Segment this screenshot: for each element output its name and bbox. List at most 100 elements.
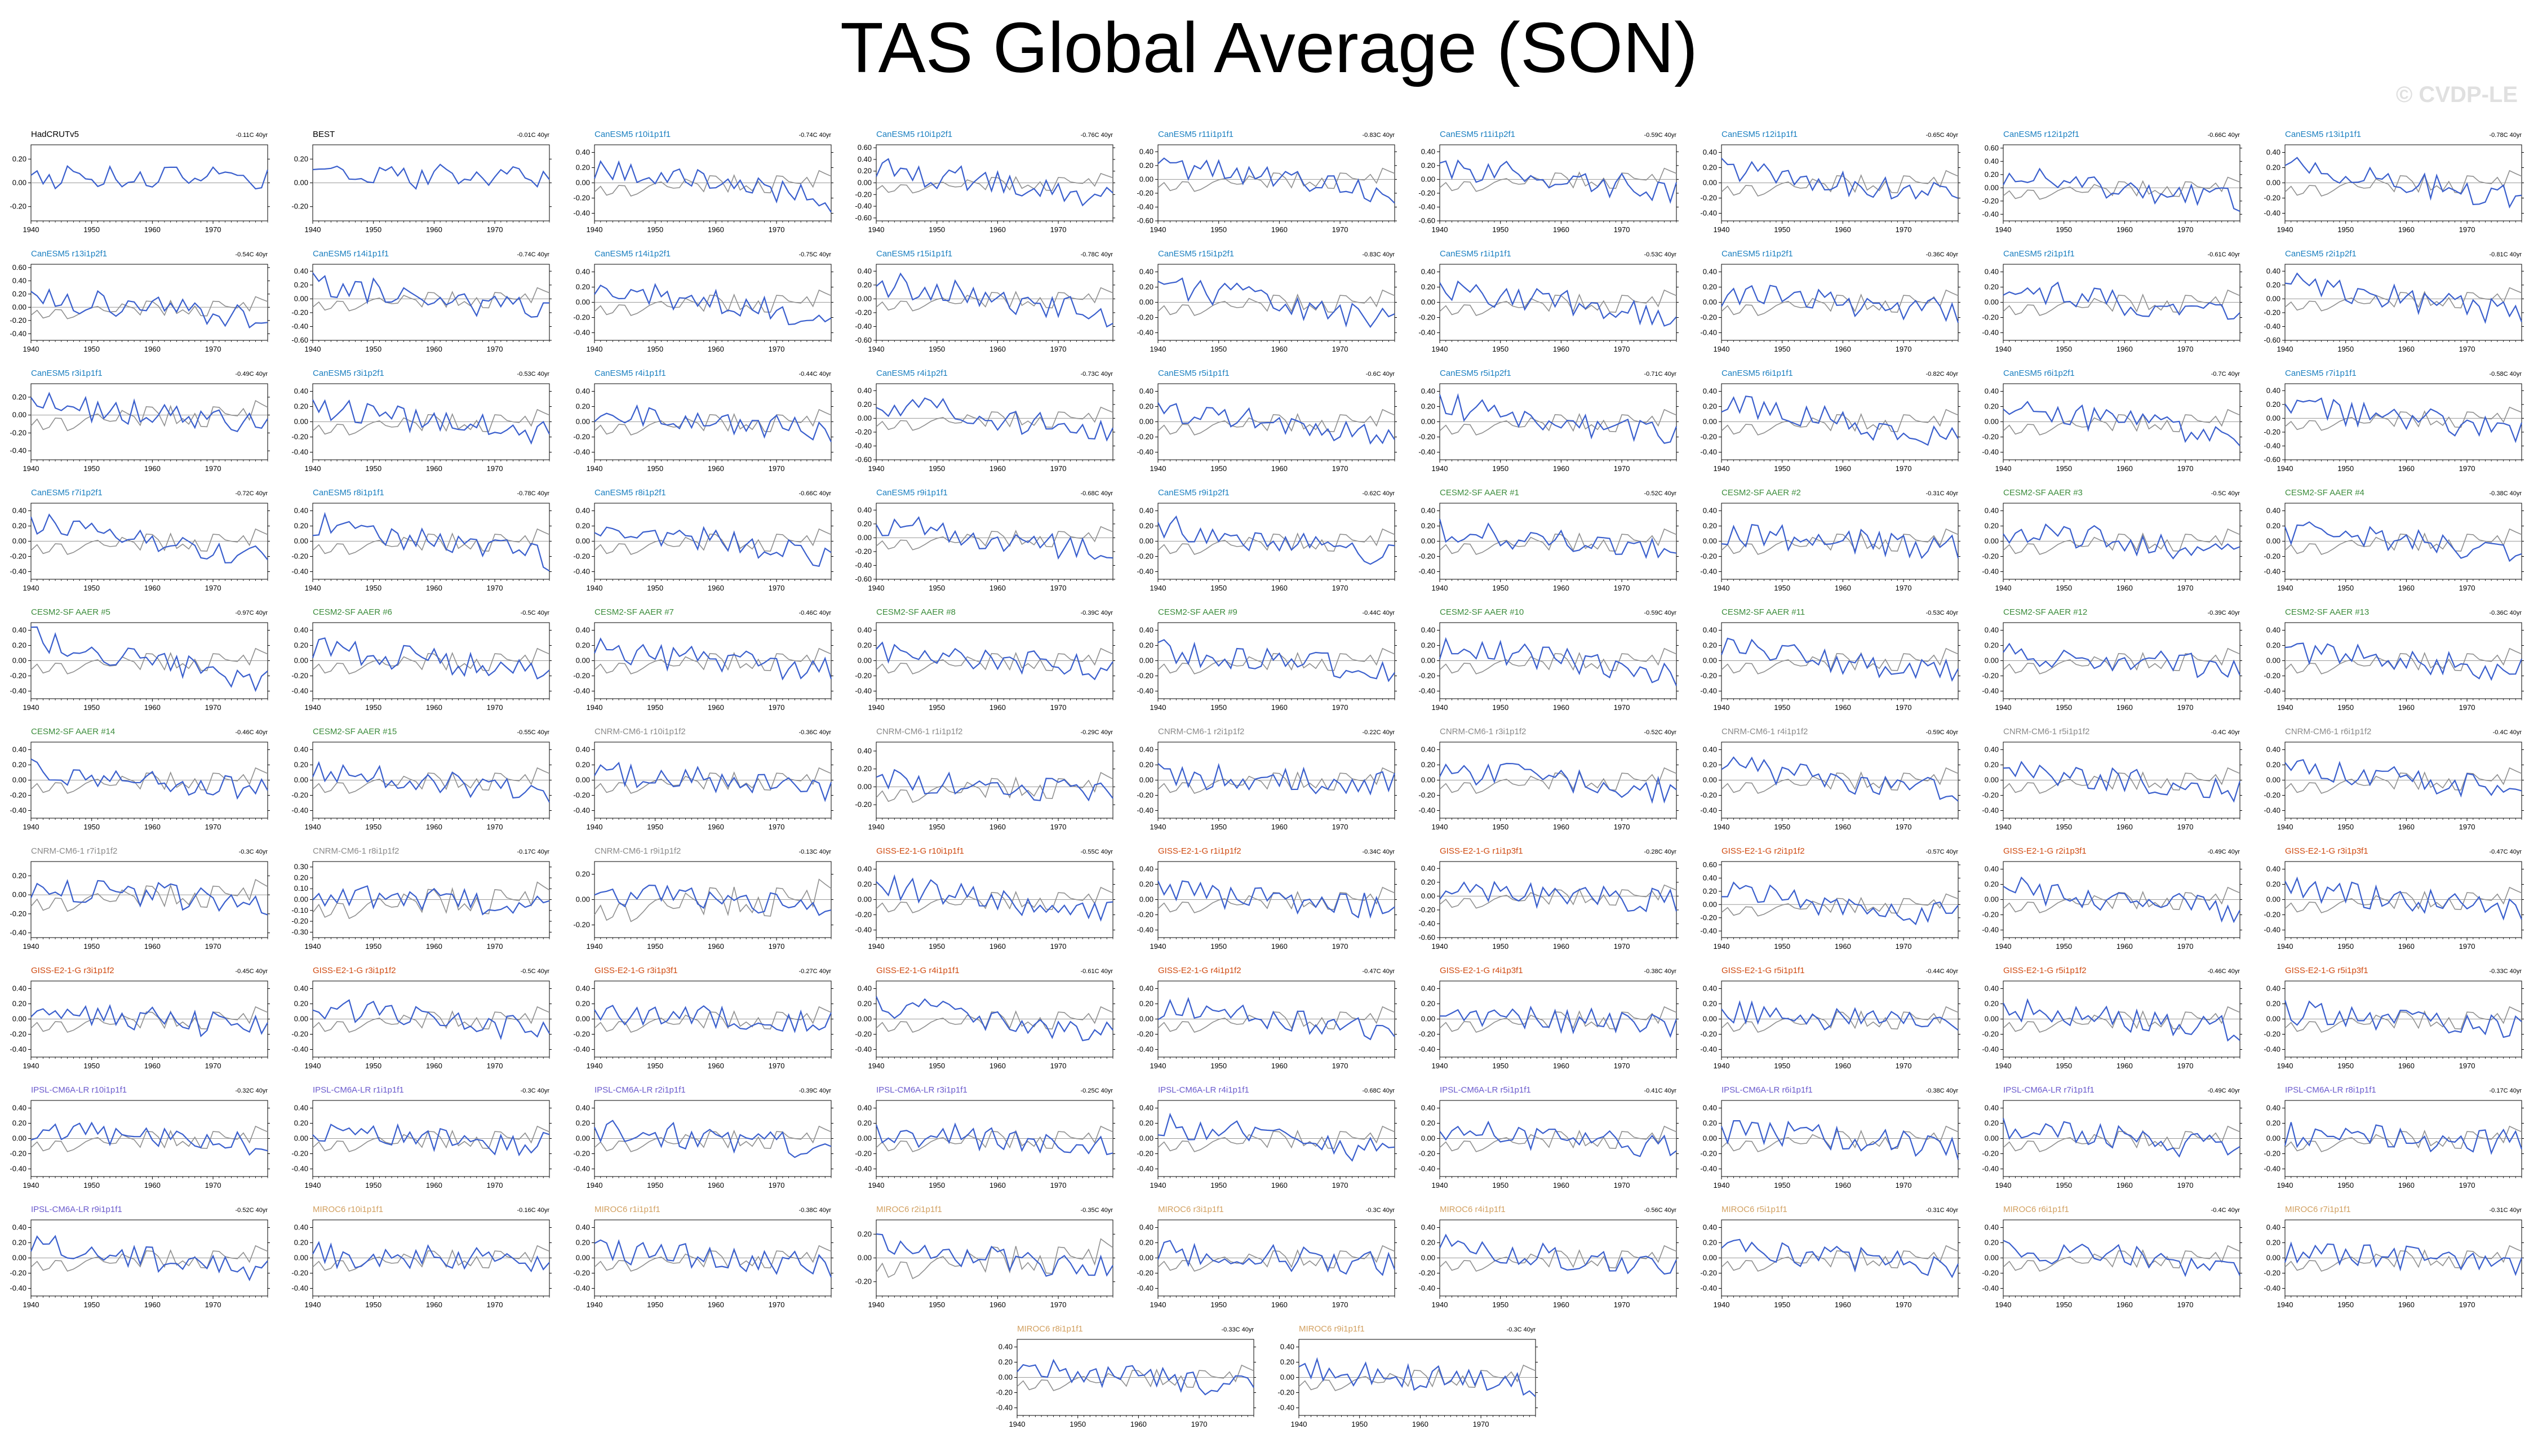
panel-trend: -0.83C 40yr <box>1363 251 1395 258</box>
y-tick-label: 0.20 <box>12 154 26 163</box>
panel: CESM2-SF AAER #13 -0.36C 40yr 0.40 0.20 0.00… <box>2254 598 2524 712</box>
panel: CanESM5 r12i1p1f1 -0.65C 40yr 0.40 0.20 0.00… <box>1690 120 1960 234</box>
y-tick-label: 0.40 <box>576 268 590 276</box>
y-tick-label: -0.40 <box>573 687 590 695</box>
panel-title: CanESM5 r4i1p1f1 <box>594 369 666 378</box>
series-line <box>1439 280 1677 327</box>
x-tick-label: 1960 <box>426 703 442 712</box>
y-tick-label: 0.40 <box>2266 267 2280 275</box>
x-tick-label: 1970 <box>769 942 785 951</box>
y-tick-label: 0.00 <box>294 179 308 187</box>
y-tick-label: 0.20 <box>1421 402 1435 411</box>
y-tick-label: -0.40 <box>1418 567 1435 576</box>
panel: CanESM5 r3i1p2f1 -0.53C 40yr 0.40 0.20 0.00 -… <box>282 359 552 473</box>
panel-trend: -0.66C 40yr <box>799 490 832 497</box>
panel: CanESM5 r7i1p2f1 -0.72C 40yr 0.40 0.20 0.00 -… <box>0 478 270 592</box>
y-tick-label: 0.40 <box>2266 626 2280 634</box>
panel-trend: -0.39C 40yr <box>1081 610 1113 616</box>
y-tick-label: 0.20 <box>2266 522 2280 530</box>
y-tick-label: 0.40 <box>576 984 590 993</box>
y-tick-label: 0.00 <box>12 776 26 784</box>
obs-series-line <box>1439 647 1677 674</box>
y-tick-label: 0.00 <box>2266 656 2280 665</box>
x-tick-label: 1960 <box>1835 584 1851 592</box>
y-tick-label: 0.40 <box>576 745 590 754</box>
series-line <box>875 996 1113 1041</box>
x-tick-label: 1970 <box>2459 464 2475 473</box>
series-line <box>30 288 268 329</box>
y-tick-label: 0.20 <box>576 1119 590 1127</box>
y-tick-label: -0.20 <box>2264 1030 2280 1038</box>
x-tick-label: 1950 <box>929 464 945 473</box>
x-tick-label: 1940 <box>868 345 885 353</box>
plot-frame <box>30 861 268 938</box>
panel-chart: CESM2-SF AAER #5 -0.97C 40yr 0.40 0.20 0.00 -… <box>10 607 270 712</box>
y-tick-label: 0.40 <box>1703 745 1717 754</box>
series-line <box>1439 159 1678 204</box>
y-tick-label: 0.20 <box>858 765 872 773</box>
x-tick-label: 1960 <box>1835 703 1851 712</box>
panel-trend: -0.53C 40yr <box>1644 251 1677 258</box>
y-tick-label: 0.20 <box>2266 400 2280 409</box>
y-tick-label: 0.40 <box>2266 507 2280 515</box>
panel-chart: CESM2-SF AAER #6 -0.5C 40yr 0.40 0.20 0.00 -0… <box>291 607 552 712</box>
y-tick-label: 0.00 <box>1139 537 1153 545</box>
x-tick-label: 1940 <box>23 1181 39 1189</box>
panel-trend: -0.46C 40yr <box>236 729 268 736</box>
y-tick-label: 0.20 <box>576 1000 590 1008</box>
y-tick-label: 0.40 <box>1703 507 1717 515</box>
y-tick-label: 0.00 <box>1703 776 1717 784</box>
panel: CESM2-SF AAER #3 -0.5C 40yr 0.40 0.20 0.00 -0… <box>1972 478 2242 592</box>
x-tick-label: 1940 <box>23 464 39 473</box>
x-tick-label: 1960 <box>426 464 442 473</box>
y-tick-label: -0.40 <box>1137 926 1153 934</box>
y-tick-label: 0.40 <box>2266 386 2280 394</box>
y-tick-label: -0.40 <box>10 806 26 815</box>
x-tick-label: 1940 <box>587 823 603 831</box>
plot-frame <box>30 383 268 460</box>
y-tick-label: 0.20 <box>858 281 872 289</box>
panel-trend: -0.58C 40yr <box>2490 371 2522 378</box>
x-tick-label: 1970 <box>1896 942 1912 951</box>
panel-chart: CanESM5 r13i1p1f1 -0.78C 40yr 0.40 0.20 0.00… <box>2264 130 2524 234</box>
obs-series-line <box>876 287 1113 312</box>
x-tick-label: 1960 <box>1271 345 1288 353</box>
y-tick-label: -0.40 <box>291 806 308 815</box>
y-tick-label: 0.40 <box>858 155 872 163</box>
y-tick-label: -0.40 <box>10 567 26 576</box>
obs-series-line <box>1721 170 1959 197</box>
y-tick-label: 0.40 <box>1703 984 1717 993</box>
y-tick-label: 0.40 <box>1139 147 1153 156</box>
x-tick-label: 1970 <box>1050 703 1067 712</box>
y-tick-label: 0.40 <box>1703 387 1717 396</box>
obs-series-line <box>1721 289 1959 316</box>
y-tick-label: 0.40 <box>576 148 590 157</box>
y-tick-label: 0.00 <box>1985 418 1999 426</box>
y-tick-label: -0.20 <box>291 672 308 680</box>
obs-series-line <box>2003 647 2240 674</box>
panel-trend: -0.6C 40yr <box>1366 371 1395 378</box>
panel-title: GISS-E2-1-G r5i1p1f1 <box>1721 966 1805 975</box>
x-tick-label: 1960 <box>990 703 1006 712</box>
panel-title: CESM2-SF AAER #8 <box>876 607 956 617</box>
y-tick-label: -0.40 <box>573 448 590 456</box>
panel-title: CESM2-SF AAER #7 <box>594 607 674 617</box>
y-tick-label: 0.00 <box>576 179 590 187</box>
panel-title: IPSL-CM6A-LR r2i1p1f1 <box>594 1085 686 1095</box>
panel-title: BEST <box>313 130 335 139</box>
obs-series-line <box>594 1006 832 1033</box>
plot-frame <box>876 264 1113 341</box>
y-tick-label: 0.00 <box>576 537 590 545</box>
panel-trend: -0.53C 40yr <box>517 371 550 378</box>
y-tick-label: 0.40 <box>12 626 26 634</box>
panel: GISS-E2-1-G r1i1p1f2 -0.34C 40yr 0.40 0.20 0… <box>1127 837 1397 951</box>
panel-chart: CNRM-CM6-1 r4i1p1f2 -0.59C 40yr 0.40 0.20 0.… <box>1700 727 1960 831</box>
panel-trend: -0.78C 40yr <box>2490 132 2522 139</box>
y-tick-label: -0.40 <box>573 806 590 815</box>
y-tick-label: 0.20 <box>12 393 26 401</box>
y-tick-label: -0.40 <box>2264 441 2280 450</box>
panel-trend: -0.39C 40yr <box>799 1087 832 1094</box>
panel-chart: CanESM5 r13i1p2f1 -0.54C 40yr 0.60 0.40 0.20… <box>10 249 270 353</box>
x-tick-label: 1970 <box>1614 584 1630 592</box>
panel: CanESM5 r8i1p1f1 -0.78C 40yr 0.40 0.20 0.00 -… <box>282 478 552 592</box>
